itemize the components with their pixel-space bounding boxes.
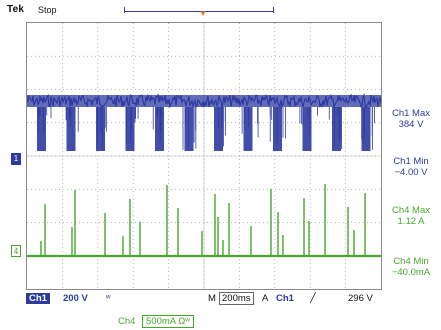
ch1-dropout (125, 107, 135, 151)
ch1-dropout (184, 107, 194, 151)
ch1-trace-body (27, 95, 381, 107)
measurement-ch4-max: Ch4 Max 1.12 A (382, 205, 440, 227)
top-status-bar: Tek Stop ▼ (0, 0, 441, 24)
ch4-ground-marker: 4 (11, 245, 21, 257)
ch1-dropout (243, 107, 253, 151)
brand-label: Tek (7, 4, 25, 15)
ch4-vertical-scale: 500mA Ωʷ (142, 315, 194, 328)
main-timebase-label: M (208, 293, 216, 304)
bandwidth-limit-icon: ʷ (106, 293, 111, 304)
ch1-dropout (361, 107, 371, 151)
waveform-plot (27, 23, 381, 289)
measurement-ch1-min: Ch1 Min −4.00 V (382, 156, 440, 178)
ch1-dropout (302, 107, 312, 151)
timebase-value[interactable]: 200ms (219, 292, 254, 305)
waveform-display (26, 22, 382, 290)
ch1-vertical-scale: 200 V (63, 293, 88, 304)
ch1-dropout (214, 107, 223, 151)
measurement-label: Ch4 Max (391, 205, 430, 216)
ch1-ground-marker: 1 (11, 153, 21, 165)
trigger-level[interactable]: 296 V (348, 293, 373, 304)
trigger-source[interactable]: Ch1 (276, 293, 294, 304)
settings-bar: Ch1 200 V ʷ M 200ms A Ch1 ╱ 296 V (26, 292, 380, 308)
ch1-dropout (37, 107, 46, 151)
trigger-mode-label: A (262, 293, 269, 304)
ch1-dropout (66, 107, 76, 151)
measurement-label: Ch4 Min (393, 256, 429, 267)
measurement-ch4-min: Ch4 Min −40.0mA (382, 256, 440, 278)
trigger-slope-icon: ╱ (310, 293, 316, 304)
record-position-bar (124, 7, 274, 13)
trigger-position-marker-icon: ▼ (199, 9, 207, 18)
measurement-ch1-max: Ch1 Max 384 V (382, 108, 440, 130)
ch1-dropout (155, 107, 164, 151)
measurement-value: 384 V (398, 119, 424, 130)
acquisition-status: Stop (38, 5, 57, 15)
measurement-label: Ch1 Max (391, 108, 430, 119)
ch1-dropout (332, 107, 341, 151)
measurement-value: −40.0mA (391, 267, 431, 278)
measurement-value: −4.00 V (394, 167, 428, 178)
ch1-channel-badge[interactable]: Ch1 (26, 293, 50, 304)
measurement-value: 1.12 A (397, 216, 425, 227)
measurement-label: Ch1 Min (393, 156, 429, 167)
ch4-channel-label[interactable]: Ch4 (118, 316, 136, 327)
